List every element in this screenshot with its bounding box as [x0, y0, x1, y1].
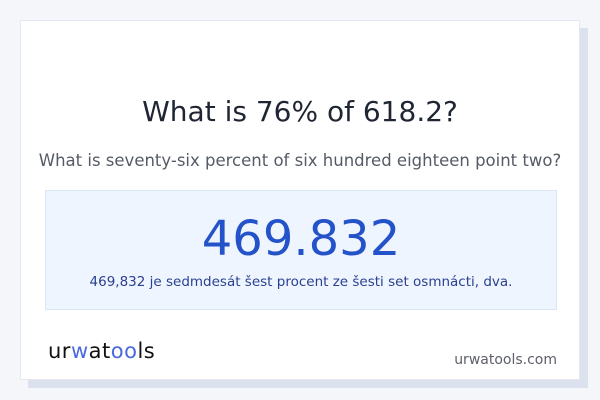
result-value: 469.832 — [201, 211, 401, 267]
result-box: 469.832 469,832 je sedmdesát šest procen… — [45, 190, 557, 310]
page-title: What is 76% of 618.2? — [142, 95, 458, 128]
page-subtitle: What is seventy-six percent of six hundr… — [38, 151, 562, 170]
urwatools-logo: urwatools — [48, 339, 156, 363]
result-card: What is 76% of 618.2? What is seventy-si… — [20, 20, 580, 380]
site-url: urwatools.com — [454, 352, 557, 368]
result-words: 469,832 je sedmdesát šest procent ze šes… — [89, 274, 513, 290]
